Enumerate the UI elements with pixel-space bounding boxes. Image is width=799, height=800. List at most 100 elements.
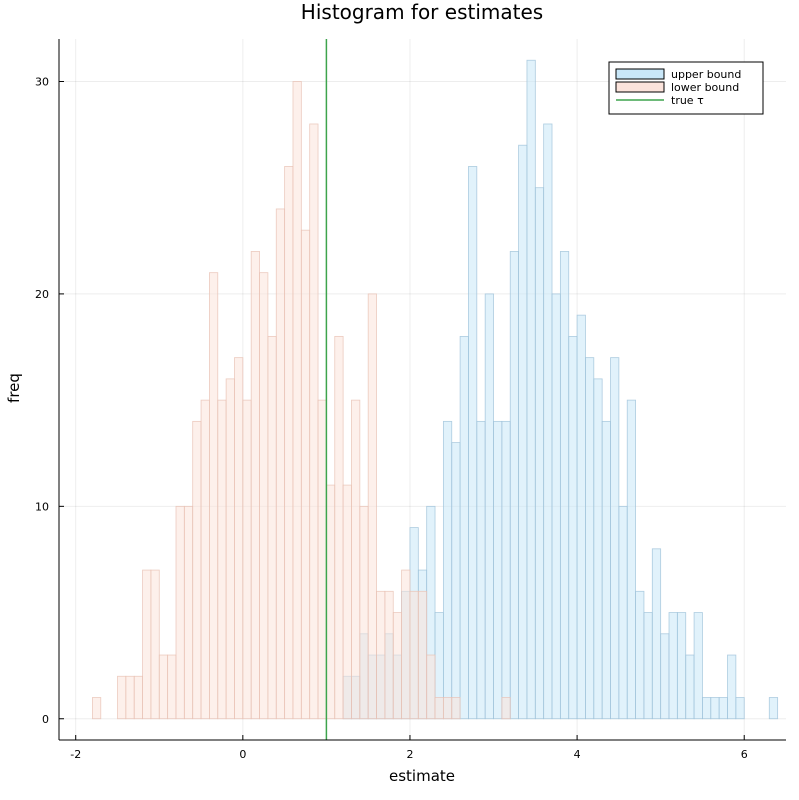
upper-bar-17	[484, 293, 494, 720]
upper-bar-47	[735, 697, 745, 720]
upper-bar-43	[702, 697, 712, 720]
lower-bar-31	[367, 293, 377, 720]
lower-bar-41	[451, 697, 461, 720]
lower-bar-34	[392, 612, 403, 720]
lower-bar-13	[217, 399, 227, 720]
x-axis-label: estimate	[389, 767, 455, 785]
upper-bar-37	[651, 548, 662, 720]
x-tick-labels: -2 0 2 4 6	[70, 735, 748, 761]
upper-bar-12	[442, 420, 453, 720]
upper-bar-22	[526, 59, 536, 720]
upper-bar-25	[551, 293, 561, 720]
lower-bar-8	[175, 505, 185, 720]
lower-bar-28	[342, 484, 352, 720]
upper-bar-18	[493, 420, 503, 720]
lower-bar-29	[351, 399, 361, 720]
lower-bar-0	[92, 697, 102, 720]
lower-bar-26	[326, 484, 336, 720]
upper-bar-35	[635, 590, 645, 720]
upper-bar-40	[676, 612, 687, 720]
upper-bar-38	[660, 633, 670, 720]
series-lower-bound	[92, 81, 511, 720]
lower-bar-47	[501, 697, 511, 720]
lower-bar-36	[409, 590, 419, 720]
upper-bar-45	[718, 697, 728, 720]
lower-bar-7	[167, 654, 177, 720]
upper-bar-31	[601, 420, 611, 720]
lower-bar-21	[284, 166, 294, 720]
lower-bar-14	[225, 378, 235, 720]
upper-bar-30	[593, 378, 603, 720]
upper-bar-14	[459, 335, 469, 720]
lower-bar-4	[142, 569, 152, 720]
upper-bar-51	[768, 697, 779, 720]
lower-bar-32	[376, 590, 386, 720]
upper-bar-13	[451, 442, 461, 720]
lower-bar-6	[158, 654, 169, 720]
x-tick-label-3: 4	[574, 748, 581, 761]
upper-bar-41	[685, 654, 695, 720]
y-tick-label-0: 0	[42, 713, 49, 726]
upper-bar-42	[693, 612, 703, 720]
upper-bar-15	[468, 166, 478, 720]
lower-bar-30	[359, 505, 369, 720]
lower-bar-9	[183, 505, 194, 720]
lower-bar-20	[275, 208, 286, 720]
lower-bar-12	[209, 272, 219, 720]
legend-upper-bound-label: upper bound	[671, 68, 741, 81]
upper-bar-33	[618, 505, 628, 720]
upper-bar-19	[501, 420, 511, 720]
lower-bar-18	[259, 272, 269, 720]
upper-bar-44	[710, 697, 720, 720]
lower-bar-15	[234, 357, 244, 720]
upper-bar-23	[534, 187, 545, 720]
lower-bar-2	[125, 675, 135, 720]
lower-bar-40	[442, 697, 453, 720]
y-tick-labels: 0 10 20 30	[35, 75, 64, 726]
upper-bar-34	[626, 399, 636, 720]
y-axis-label: freq	[5, 373, 23, 403]
lower-bar-37	[417, 590, 428, 720]
lower-bar-23	[300, 229, 311, 720]
upper-bar-46	[727, 654, 737, 720]
upper-bar-24	[543, 123, 553, 720]
lower-bar-16	[242, 399, 252, 720]
y-tick-label-2: 20	[35, 288, 49, 301]
upper-bar-36	[643, 612, 653, 720]
x-tick-label-1: 0	[239, 748, 246, 761]
lower-bar-25	[317, 399, 327, 720]
legend-lower-bound-label: lower bound	[671, 81, 739, 94]
lower-bar-19	[267, 335, 277, 720]
legend-true-tau-label: true τ	[671, 94, 704, 107]
lower-bar-3	[133, 675, 143, 720]
lower-bar-35	[401, 569, 411, 720]
lower-bar-17	[250, 251, 260, 720]
x-tick-label-2: 2	[406, 748, 413, 761]
upper-bar-16	[476, 420, 486, 720]
y-tick-label-1: 10	[35, 500, 49, 513]
x-tick-label-0: -2	[70, 748, 81, 761]
lower-bar-38	[426, 654, 436, 720]
legend-lower-bound-swatch	[615, 81, 665, 93]
lower-bar-22	[292, 81, 302, 720]
lower-bar-27	[334, 335, 344, 720]
upper-bar-27	[568, 335, 578, 720]
upper-bar-29	[585, 357, 595, 720]
upper-bar-32	[610, 357, 620, 720]
lower-bar-24	[309, 123, 319, 720]
upper-bar-20	[509, 251, 519, 720]
lower-bar-33	[384, 590, 394, 720]
upper-bar-39	[668, 612, 678, 720]
lower-bar-11	[200, 399, 210, 720]
upper-bar-26	[559, 251, 570, 720]
axes	[58, 39, 786, 741]
upper-bar-21	[518, 144, 528, 720]
lower-bar-39	[434, 697, 444, 720]
lower-bar-5	[150, 569, 160, 720]
x-tick-label-4: 6	[741, 748, 748, 761]
y-tick-label-3: 30	[35, 75, 49, 88]
lower-bar-1	[117, 675, 127, 720]
chart-title: Histogram for estimates	[301, 0, 543, 24]
